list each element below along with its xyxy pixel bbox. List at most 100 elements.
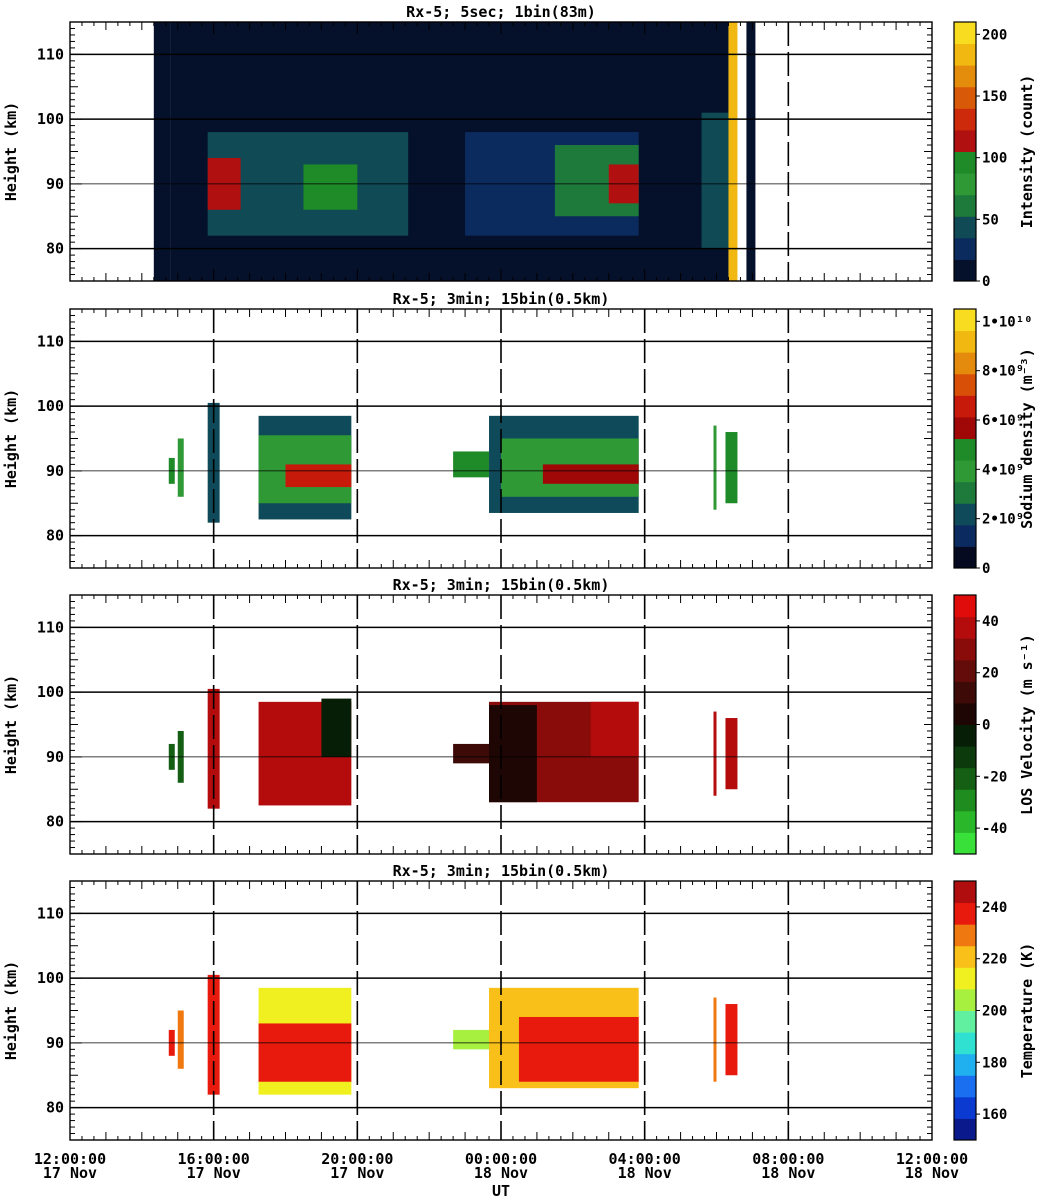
y-tick-label: 80 (46, 240, 64, 258)
heatmap-cells (168, 974, 738, 1095)
colorbar-segment (954, 22, 976, 45)
heatmap-region (177, 1010, 184, 1069)
colorbar-segment (954, 395, 976, 418)
colorbar-segment (954, 789, 976, 812)
colorbar-segment (954, 481, 976, 504)
y-tick-label: 100 (37, 110, 64, 128)
x-tick-label: 04:00:00 (609, 1150, 681, 1168)
y-tick-label: 90 (46, 462, 64, 480)
x-tick-label: 16:00:00 (178, 1150, 250, 1168)
x-tick-label: 20:00:00 (321, 1150, 393, 1168)
y-tick-label: 100 (37, 683, 64, 701)
heatmap-region (725, 432, 738, 504)
x-tick-date: 18 Nov (905, 1164, 959, 1182)
y-tick-label: 90 (46, 748, 64, 766)
heatmap-cells (153, 22, 756, 281)
heatmap-region (713, 425, 717, 510)
y-tick-label: 80 (46, 813, 64, 831)
colorbar-segment (954, 438, 976, 461)
colorbar-segment (954, 659, 976, 682)
colorbar-segment (954, 1053, 976, 1076)
y-tick-label: 110 (37, 332, 64, 350)
colorbar-frame (953, 308, 977, 569)
colorbar-segment (954, 259, 976, 282)
colorbar-tick-label: 0 (982, 274, 990, 290)
heatmap-region (725, 1004, 738, 1076)
colorbar-tick-label: 220 (982, 952, 1007, 968)
colorbar-label: LOS Velocity (m s⁻¹) (1018, 634, 1036, 815)
x-tick-date: 18 Nov (618, 1164, 672, 1182)
heatmap-cells (168, 402, 738, 523)
y-axis-label: Height (km) (2, 389, 20, 488)
colorbar-segment (954, 216, 976, 239)
colorbar-segment (954, 746, 976, 769)
panel-title: Rx-5; 5sec; 1bin(83m) (406, 3, 596, 21)
colorbar-segment (954, 43, 976, 66)
panel-3: Rx-5; 3min; 15bin(0.5km) 80 90 100 110 Height… (2, 576, 1036, 855)
heatmap-region (728, 22, 738, 281)
colorbar-tick-label: 20 (982, 666, 999, 682)
colorbar-tick-label: 50 (982, 212, 999, 228)
colorbar-tick-label: 160 (982, 1107, 1007, 1123)
y-tick-label: 80 (46, 527, 64, 545)
heatmap-region (713, 997, 717, 1082)
colorbar-segment (954, 767, 976, 790)
heatmap-region (725, 718, 738, 790)
colorbar-segment (954, 832, 976, 855)
colorbar-segment (954, 902, 976, 925)
colorbar-segment (954, 881, 976, 904)
heatmap-region (453, 1029, 490, 1050)
x-tick-label: 12:00:00 (896, 1150, 968, 1168)
colorbar-tick-label: 2•10⁹ (982, 512, 1024, 528)
heatmap-region (713, 711, 717, 796)
colorbar-segment (954, 810, 976, 833)
x-tick-label: 08:00:00 (752, 1150, 824, 1168)
colorbar-tick-label: 150 (982, 89, 1007, 105)
heatmap-region (285, 464, 352, 488)
colorbar-tick-label: 0 (982, 561, 990, 577)
colorbar-tick-label: -20 (982, 769, 1007, 785)
colorbar-segment (954, 151, 976, 174)
panel-2: Rx-5; 3min; 15bin(0.5km) 80 90 100 110 Height… (2, 290, 1036, 577)
panel-4: Rx-5; 3min; 15bin(0.5km) 80 90 100 110 Height… (2, 862, 1036, 1141)
colorbar-segment (954, 967, 976, 990)
heatmap-region (258, 1023, 352, 1082)
colorbar-label: Temperature (K) (1018, 943, 1036, 1078)
colorbar-segment (954, 1118, 976, 1141)
heatmap-region (453, 451, 490, 478)
panel-title: Rx-5; 3min; 15bin(0.5km) (393, 862, 610, 880)
colorbar-segment (954, 352, 976, 375)
colorbar-tick-label: 8•10⁹ (982, 364, 1024, 380)
x-tick-date: 18 Nov (474, 1164, 528, 1182)
y-tick-label: 100 (37, 397, 64, 415)
colorbar-segment (954, 595, 976, 618)
y-axis-label: Height (km) (2, 961, 20, 1060)
colorbar-tick-label: 200 (982, 1004, 1007, 1020)
x-tick-date: 17 Nov (330, 1164, 384, 1182)
heatmap-region (303, 164, 358, 210)
x-tick-date: 17 Nov (43, 1164, 97, 1182)
y-tick-label: 90 (46, 1034, 64, 1052)
heatmap-region (453, 743, 490, 764)
colorbar-tick-label: 4•10⁹ (982, 462, 1024, 478)
colorbar-label: Sodium density (m⁻³) (1018, 348, 1036, 529)
colorbar-segment (954, 237, 976, 260)
colorbar-segment (954, 638, 976, 661)
colorbar-tick-label: 0 (982, 718, 990, 734)
colorbar-tick-label: 240 (982, 900, 1007, 916)
colorbar-segment (954, 86, 976, 109)
heatmap-region (153, 22, 171, 281)
colorbar-segment (954, 108, 976, 131)
colorbar-segment (954, 681, 976, 704)
colorbar-tick-label: 200 (982, 27, 1007, 43)
colorbar-tick-label: 100 (982, 151, 1007, 167)
x-axis-label: UT (492, 1182, 510, 1200)
y-tick-label: 110 (37, 45, 64, 63)
colorbar-tick-label: 180 (982, 1055, 1007, 1071)
colorbar-segment (954, 129, 976, 152)
colorbar-segment (954, 309, 976, 332)
y-axis-label: Height (km) (2, 102, 20, 201)
heatmap-region (746, 22, 756, 281)
colorbar-frame (953, 21, 977, 282)
heatmap-region (518, 1016, 639, 1082)
